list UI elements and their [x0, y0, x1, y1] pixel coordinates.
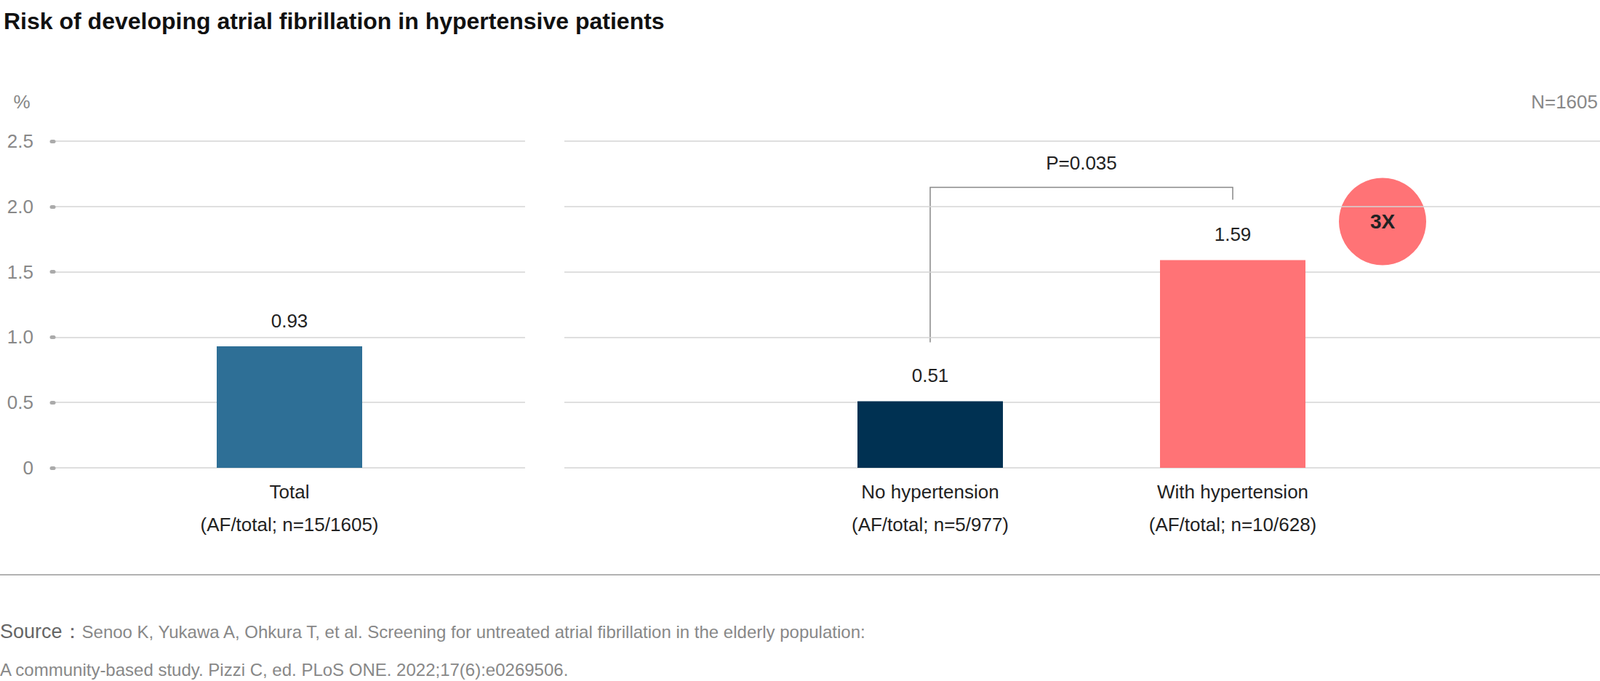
svg-text:%: %	[13, 90, 30, 113]
svg-text:(AF/total; n=10/628): (AF/total; n=10/628)	[1149, 513, 1318, 536]
svg-text:0.5: 0.5	[7, 391, 34, 414]
svg-text:Risk of developing atrial fibr: Risk of developing atrial fibrillation i…	[3, 8, 665, 35]
svg-text:2.0: 2.0	[7, 195, 34, 218]
svg-text:(AF/total; n=15/1605): (AF/total; n=15/1605)	[200, 513, 379, 536]
svg-text:2.5: 2.5	[7, 130, 34, 152]
svg-text:N=1605: N=1605	[1530, 90, 1598, 113]
svg-text:Source：: Source：	[0, 620, 83, 643]
svg-text:P=0.035: P=0.035	[1045, 152, 1118, 174]
svg-text:No hypertension: No hypertension	[861, 480, 999, 503]
svg-text:0: 0	[23, 456, 34, 479]
svg-text:Total: Total	[269, 480, 310, 503]
svg-text:1.0: 1.0	[7, 325, 34, 348]
svg-text:0.93: 0.93	[271, 309, 309, 332]
svg-text:1.5: 1.5	[7, 261, 34, 283]
svg-text:(AF/total; n=5/977): (AF/total; n=5/977)	[851, 513, 1009, 536]
svg-text:0.51: 0.51	[912, 364, 950, 387]
svg-text:1.59: 1.59	[1214, 223, 1252, 246]
svg-text:A community-based study. Pizzi: A community-based study. Pizzi C, ed. PL…	[0, 659, 568, 680]
svg-text:Senoo K, Yukawa A, Ohkura T, e: Senoo K, Yukawa A, Ohkura T, et al. Scre…	[82, 621, 866, 642]
svg-text:3X: 3X	[1370, 210, 1396, 233]
svg-text:With hypertension: With hypertension	[1157, 480, 1309, 503]
